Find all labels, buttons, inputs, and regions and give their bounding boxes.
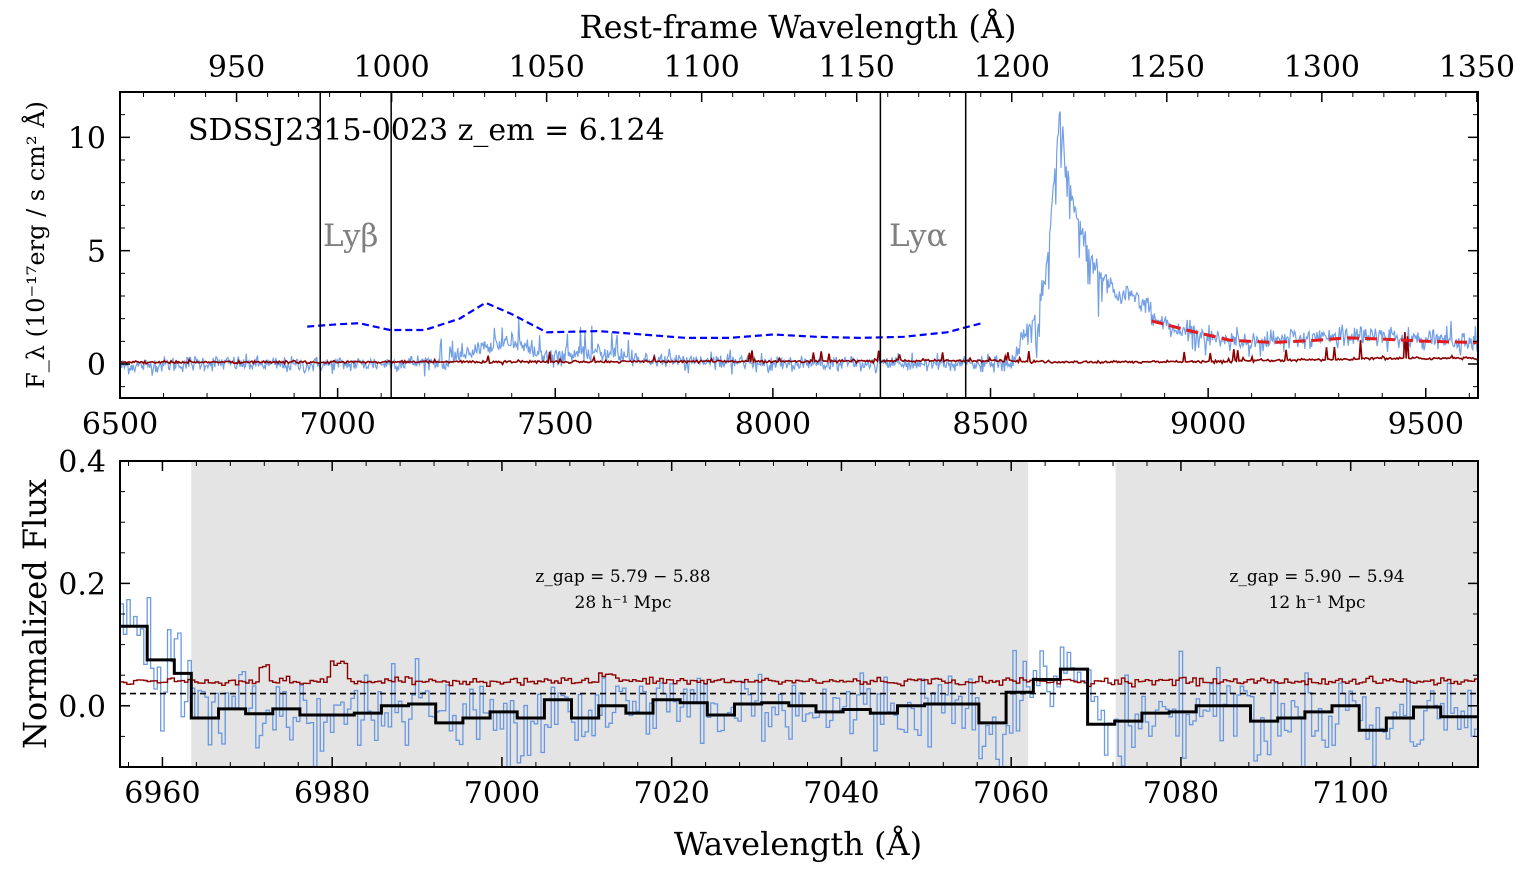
rest-tick-label-1000: 1000 (353, 50, 429, 85)
x-tick-label-9000: 9000 (1170, 407, 1246, 442)
bottom-ticks: 6960 6980 7000 7020 7040 7060 7080 7100 0.0 0.2 0.… (58, 445, 1478, 811)
x-tick-label-7000: 7000 (464, 776, 540, 811)
x-tick-label-7080: 7080 (1143, 776, 1219, 811)
rest-tick-label-950: 950 (208, 50, 265, 85)
top-ticks: 6500 7000 7500 8000 8500 9000 9500 0 5 10 950 1000 1… (68, 50, 1515, 442)
y-tick-label-0: 0.0 (58, 690, 106, 725)
rest-tick-label-1050: 1050 (508, 50, 584, 85)
top-plot-area (120, 92, 1478, 398)
top-annotation: SDSSJ2315-0023 z_em = 6.124 (188, 113, 665, 148)
x-tick-label-8500: 8500 (952, 407, 1028, 442)
fit-series-line (1151, 319, 1478, 345)
rest-tick-label-1100: 1100 (663, 50, 739, 85)
bottom-y-axis-title: Normalized Flux (16, 479, 54, 749)
bottom-panel: 6960 6980 7000 7020 7040 7060 7080 7100 0.0 0.2 0.… (16, 445, 1479, 863)
x-tick-label-7060: 7060 (973, 776, 1049, 811)
y-tick-label-0.2: 0.2 (58, 567, 106, 602)
bottom-plot-area (120, 461, 1478, 767)
top-panel-frame (119, 91, 1479, 399)
gap1-label-line2: 28 h⁻¹ Mpc (575, 593, 672, 613)
x-tick-label-7020: 7020 (634, 776, 710, 811)
x-tick-label-7100: 7100 (1313, 776, 1389, 811)
x-tick-label-7000: 7000 (299, 407, 375, 442)
rest-tick-label-1350: 1350 (1439, 50, 1515, 85)
top-panel: 6500 7000 7500 8000 8500 9000 9500 0 5 10 950 1000 1… (21, 8, 1515, 442)
binned-flux-series-line (120, 624, 1478, 732)
y-tick-label-0.4: 0.4 (58, 445, 106, 480)
lya-label: Lyα (889, 218, 948, 254)
x-tick-label-6500: 6500 (82, 407, 158, 442)
rest-tick-label-1300: 1300 (1284, 50, 1360, 85)
x-tick-label-7040: 7040 (803, 776, 879, 811)
x-tick-label-8000: 8000 (735, 407, 811, 442)
rest-tick-label-1200: 1200 (974, 50, 1050, 85)
gap1-label-line1: z_gap = 5.79 − 5.88 (535, 567, 710, 587)
y-tick-label-10: 10 (68, 121, 106, 156)
rest-tick-label-1250: 1250 (1129, 50, 1205, 85)
error-series-line (120, 331, 1478, 367)
bottom-x-axis-title: Wavelength (Å) (674, 825, 922, 863)
gap2-label-line1: z_gap = 5.90 − 5.94 (1229, 567, 1404, 587)
rest-tick-label-1150: 1150 (819, 50, 895, 85)
x-tick-label-6980: 6980 (294, 776, 370, 811)
y-tick-label-5: 5 (87, 235, 106, 270)
x-tick-label-7500: 7500 (517, 407, 593, 442)
error-series-line (120, 660, 1478, 688)
x-tick-label-6960: 6960 (124, 776, 200, 811)
y-tick-label-0: 0 (87, 348, 106, 383)
x-tick-label-9500: 9500 (1388, 407, 1464, 442)
lyb-label: Lyβ (323, 218, 378, 254)
top-y-axis-title: F_λ (10⁻¹⁷erg / s cm² Å) (21, 101, 50, 389)
rest-frame-axis-title: Rest-frame Wavelength (Å) (580, 8, 1017, 46)
gap2-label-line2: 12 h⁻¹ Mpc (1269, 593, 1366, 613)
continuum-series-line (307, 301, 983, 340)
